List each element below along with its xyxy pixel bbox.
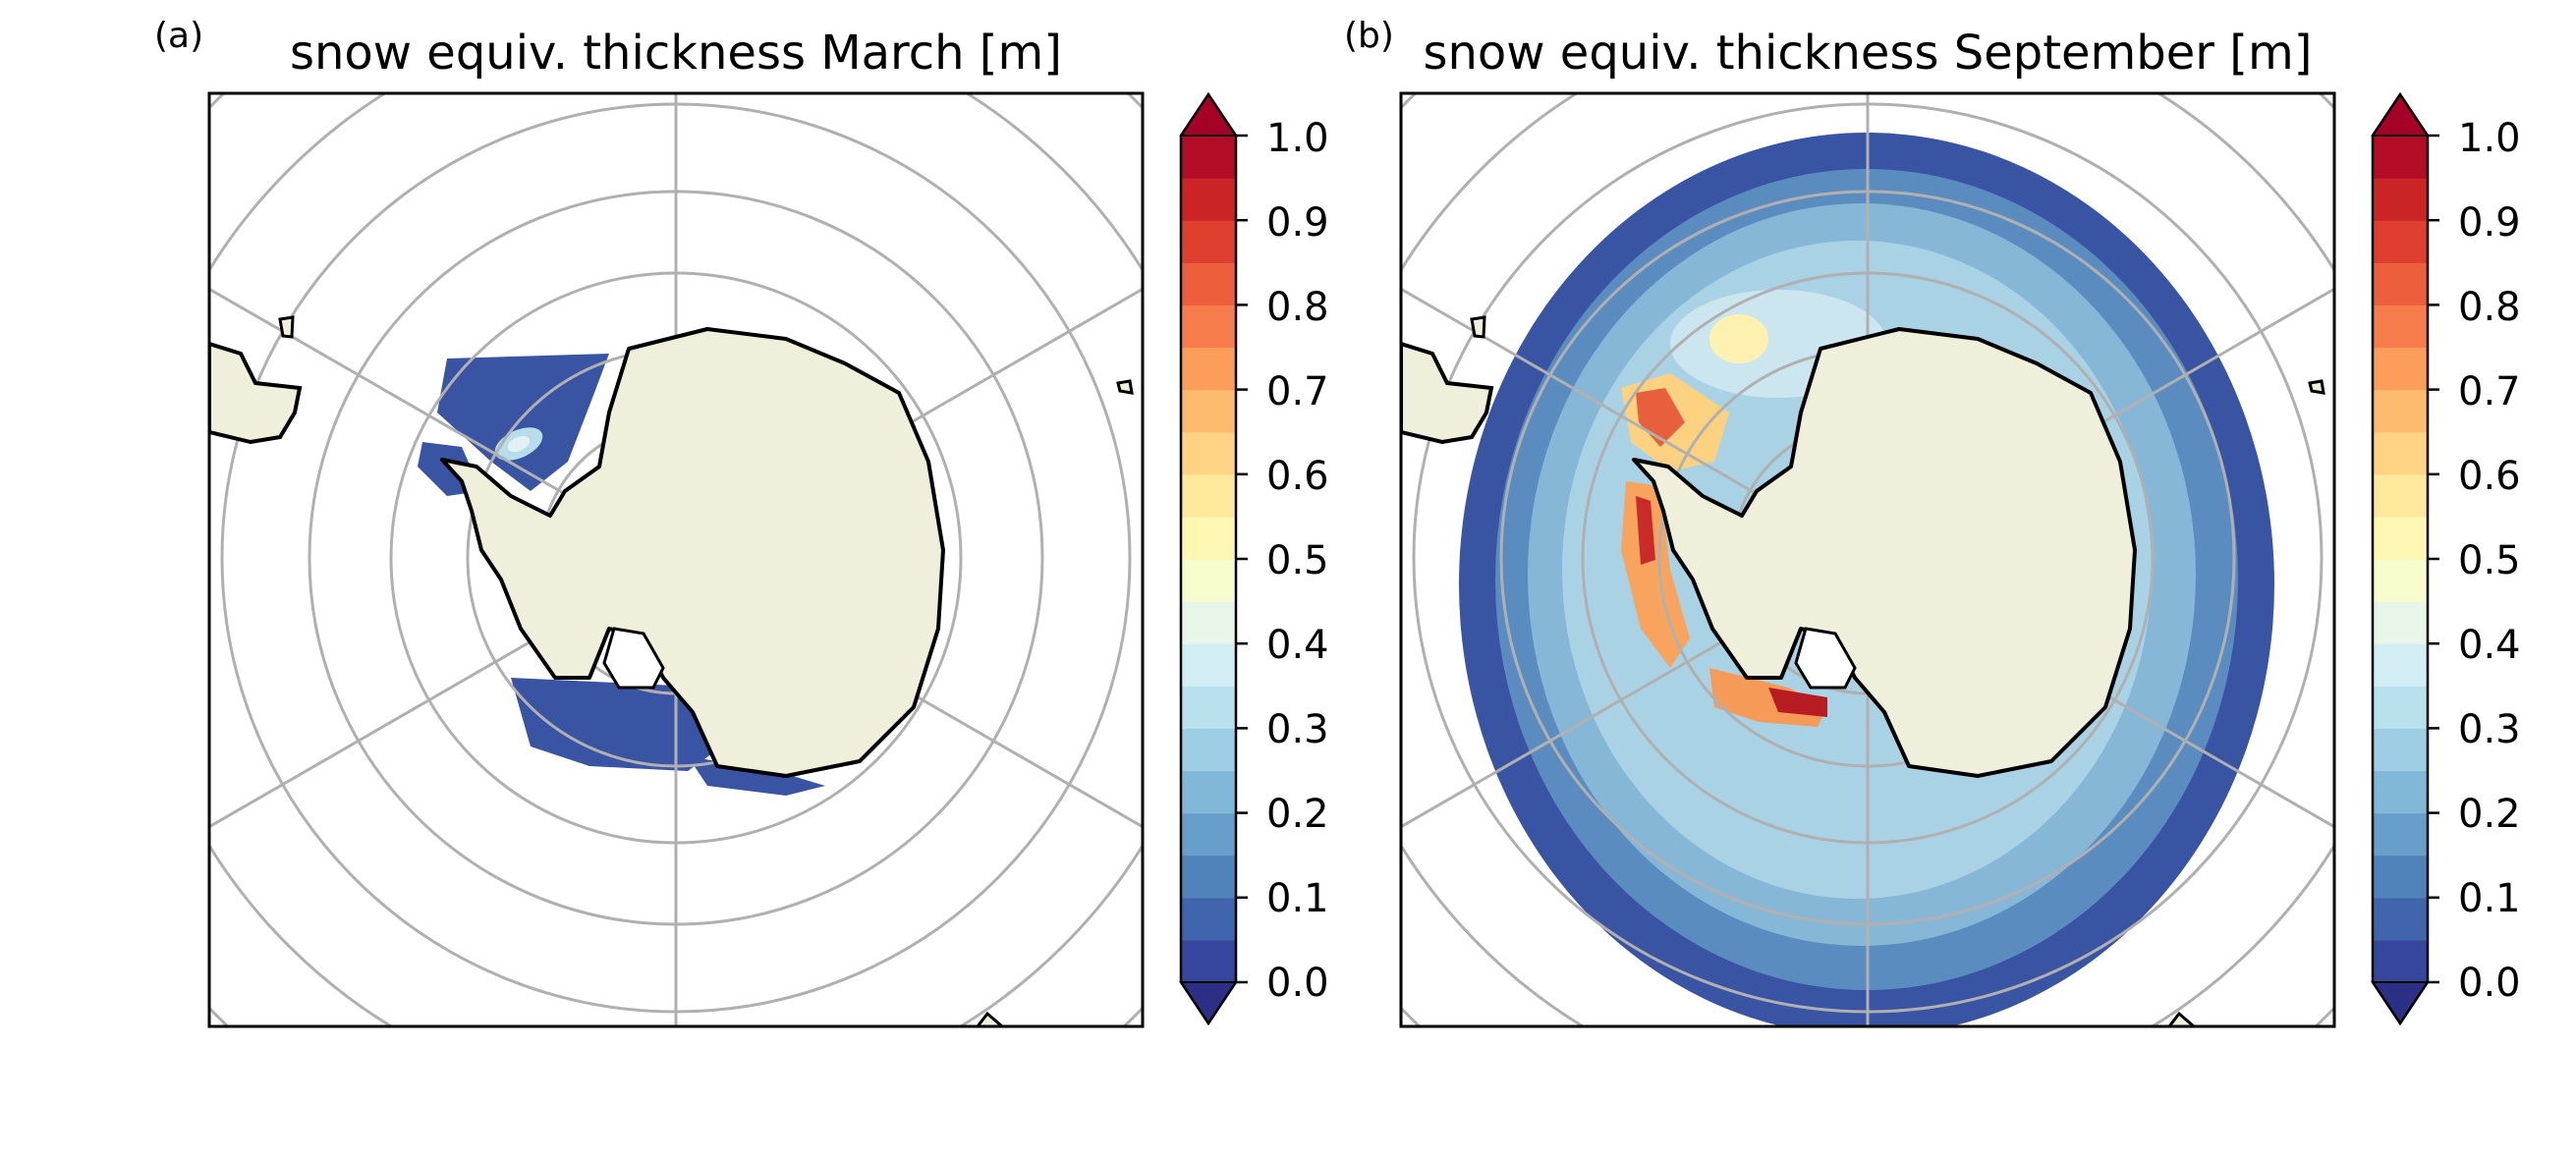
colorbar-b-tick-8: 0.8: [2458, 285, 2521, 330]
colorbar-segment: [2373, 559, 2428, 602]
colorbar-segment: [1181, 304, 1236, 349]
colorbar-segment: [2373, 643, 2428, 687]
colorbar-segment: [2373, 855, 2428, 899]
small-island-a2: [1116, 379, 1134, 395]
colorbar-a-tick-9: 0.9: [1266, 200, 1329, 246]
colorbar-segment: [1181, 643, 1236, 687]
colorbar-a-tick-10: 1.0: [1266, 116, 1329, 161]
colorbar-a-tick-7: 0.7: [1266, 369, 1329, 414]
colorbar-b-tick-3: 0.3: [2458, 707, 2521, 752]
small-island-b1: [1470, 315, 1486, 339]
colorbar-segment: [2373, 136, 2428, 179]
colorbar-segment: [1181, 347, 1236, 391]
colorbar-b-tick-10: 1.0: [2458, 116, 2521, 161]
map-frame-b: [1399, 91, 2336, 1028]
map-frame-a: [207, 91, 1145, 1028]
colorbar-segment: [1181, 220, 1236, 263]
colorbar-b-tick-7: 0.7: [2458, 369, 2521, 414]
colorbar-segment: [2373, 601, 2428, 644]
south-america-a: [209, 341, 303, 445]
colorbar-segment: [2373, 686, 2428, 729]
colorbar-segment: [1181, 939, 1236, 983]
colorbar-a-tick-8: 0.8: [1266, 285, 1329, 330]
colorbar-b-tick-9: 0.9: [2458, 200, 2521, 246]
colorbar-segment: [1181, 812, 1236, 856]
colorbar-b-tick-1: 0.1: [2458, 876, 2521, 921]
colorbar-segment: [2373, 473, 2428, 518]
colorbar-segment: [1181, 516, 1236, 560]
colorbar-segment: [2373, 812, 2428, 856]
panel-label-a: (a): [154, 16, 203, 56]
colorbar-segment: [2373, 262, 2428, 305]
panel-label-b: (b): [1344, 16, 1394, 56]
map-b: [1401, 93, 2334, 1026]
colorbar-segment: [1181, 897, 1236, 941]
colorbar-extend-min: [2371, 981, 2430, 1025]
colorbar-segment: [1181, 770, 1236, 814]
panel-title-b: snow equiv. thickness September [m]: [1423, 26, 2312, 81]
south-america-b: [1401, 341, 1494, 445]
colorbar-segment: [1181, 855, 1236, 899]
colorbar-segment: [1181, 262, 1236, 305]
colorbar-segment: [2373, 431, 2428, 475]
colorbar-segment: [1181, 178, 1236, 221]
colorbar-segment: [1181, 136, 1236, 179]
colorbar-segment: [1181, 389, 1236, 433]
colorbar-segment: [2373, 220, 2428, 263]
colorbar-segment: [1181, 728, 1236, 772]
weddell-sea-snow: [437, 354, 609, 491]
colorbar-segment: [2373, 304, 2428, 349]
colorbar-b-tick-4: 0.4: [2458, 623, 2521, 668]
antarctica-land-b: [1632, 327, 2137, 778]
colorbar-segment: [1181, 601, 1236, 644]
colorbar-a-tick-2: 0.2: [1266, 792, 1329, 837]
colorbar-segment: [2373, 389, 2428, 433]
colorbar-segment: [2373, 939, 2428, 983]
colorbar-a-tick-4: 0.4: [1266, 623, 1329, 668]
colorbar-a-tick-5: 0.5: [1266, 538, 1329, 583]
colorbar-extend-min: [1179, 981, 1238, 1025]
colorbar-a-tick-0: 0.0: [1266, 961, 1329, 1006]
ross-embayment-a: [602, 627, 665, 690]
colorbar-b-tick-2: 0.2: [2458, 792, 2521, 837]
colorbar-segment: [2373, 728, 2428, 772]
small-coast-a: [976, 1011, 1005, 1026]
colorbar-segment: [2373, 178, 2428, 221]
colorbar-a-tick-3: 0.3: [1266, 707, 1329, 752]
panel-a: (a) snow equiv. thickness March [m]: [154, 16, 1329, 1028]
colorbar-segment: [2373, 897, 2428, 941]
ross-embayment-b: [1794, 627, 1857, 690]
antarctica-land-a: [440, 327, 945, 778]
colorbar-segment: [2373, 770, 2428, 814]
colorbar-segment: [2373, 516, 2428, 560]
colorbar-segment: [1181, 473, 1236, 518]
colorbar-b-tick-0: 0.0: [2458, 961, 2521, 1006]
colorbar-segment: [1181, 431, 1236, 475]
small-coast-b: [2167, 1011, 2197, 1026]
colorbar-a-tick-1: 0.1: [1266, 876, 1329, 921]
colorbar-segment: [2373, 347, 2428, 391]
colorbar-b: [2371, 91, 2439, 1026]
colorbar-b-tick-5: 0.5: [2458, 538, 2521, 583]
colorbar-a: [1179, 91, 1248, 1026]
colorbar-segment: [1181, 559, 1236, 602]
snow-field-a: [418, 354, 825, 796]
panel-title-a: snow equiv. thickness March [m]: [290, 26, 1062, 81]
colorbar-a-tick-6: 0.6: [1266, 454, 1329, 499]
colorbar-extend-max: [2371, 92, 2430, 137]
colorbar-extend-max: [1179, 92, 1238, 137]
small-island-a1: [278, 315, 295, 339]
small-island-b2: [2308, 379, 2325, 395]
colorbar-segment: [1181, 686, 1236, 729]
panel-b: (b) snow equiv. thickness September [m]: [1344, 16, 2521, 1028]
colorbar-b-tick-6: 0.6: [2458, 454, 2521, 499]
ross-sea-snow: [511, 678, 722, 771]
map-a: [209, 93, 1143, 1026]
